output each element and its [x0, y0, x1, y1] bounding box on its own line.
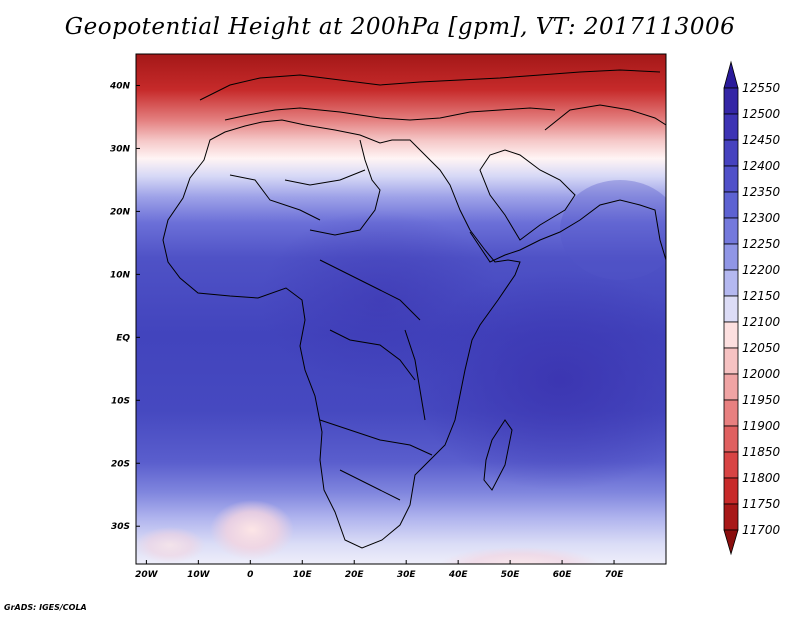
colorbar-label: 12250	[742, 237, 781, 251]
lon-label: 30E	[397, 570, 417, 580]
colorbar: 12550 12500 12450 12400 12350 12300 12250 12200…	[723, 60, 781, 556]
colorbar-label: 12400	[742, 159, 781, 173]
colorbar-label: 12000	[742, 367, 781, 381]
colorbar-band	[723, 451, 739, 479]
colorbar-label: 12200	[742, 263, 781, 277]
colorbar-band	[723, 399, 739, 427]
colorbar-label: 11800	[742, 471, 781, 485]
colorbar-label: 12100	[742, 315, 781, 329]
colorbar-band	[723, 503, 739, 531]
lon-label: 20E	[345, 570, 365, 580]
colorbar-top-arrow	[723, 60, 739, 89]
lat-label: 30S	[111, 522, 130, 532]
colorbar-label: 12550	[742, 81, 781, 95]
plot-frame	[135, 53, 667, 565]
map-axes: 20W 10W 0 10E 20E 30E 40E 50E 60E 70E 40N 30N 20N 10N…	[109, 81, 624, 580]
colorbar-band	[723, 165, 739, 193]
colorbar-label: 11750	[742, 497, 781, 511]
colorbar-label: 11850	[742, 445, 781, 459]
coastlines	[162, 69, 666, 549]
colorbar-band	[723, 347, 739, 375]
lat-label: EQ	[116, 333, 130, 343]
colorbar-label: 12500	[742, 107, 781, 121]
colorbar-label: 12150	[742, 289, 781, 303]
colorbar-band	[723, 295, 739, 323]
colorbar-band	[723, 113, 739, 141]
colorbar-label: 12050	[742, 341, 781, 355]
colorbar-label: 12450	[742, 133, 781, 147]
lat-label: 30N	[110, 144, 131, 154]
colorbar-band	[723, 191, 739, 219]
lon-label: 10W	[187, 570, 211, 580]
lon-label: 70E	[605, 570, 625, 580]
lon-label: 0	[247, 570, 253, 580]
colorbar-band	[723, 139, 739, 167]
colorbar-band	[723, 217, 739, 245]
lon-label: 40E	[448, 570, 469, 580]
colorbar-label: 12300	[742, 211, 781, 225]
lon-label: 50E	[501, 570, 521, 580]
colorbar-band	[723, 373, 739, 401]
colorbar-band	[723, 321, 739, 349]
height-field	[136, 54, 666, 564]
colorbar-band	[723, 243, 739, 271]
colorbar-bottom-arrow	[723, 529, 739, 556]
lon-label: 60E	[553, 570, 573, 580]
colorbar-band	[723, 477, 739, 505]
colorbar-band	[723, 425, 739, 453]
grads-credit: GrADS: IGES/COLA	[4, 603, 87, 612]
colorbar-band	[723, 87, 739, 115]
lon-label: 20W	[135, 570, 159, 580]
colorbar-label: 11700	[742, 523, 781, 537]
lat-label: 10S	[111, 396, 130, 406]
lon-label: 10E	[293, 570, 313, 580]
lat-label: 40N	[109, 81, 131, 91]
colorbar-band	[723, 269, 739, 297]
colorbar-label: 11900	[742, 419, 781, 433]
colorbar-label: 11950	[742, 393, 781, 407]
colorbar-label: 12350	[742, 185, 781, 199]
lat-label: 10N	[110, 270, 131, 280]
map-title: Geopotential Height at 200hPa [gpm], VT:…	[64, 14, 736, 40]
lat-label: 20N	[110, 207, 131, 217]
lat-label: 20S	[111, 459, 130, 469]
